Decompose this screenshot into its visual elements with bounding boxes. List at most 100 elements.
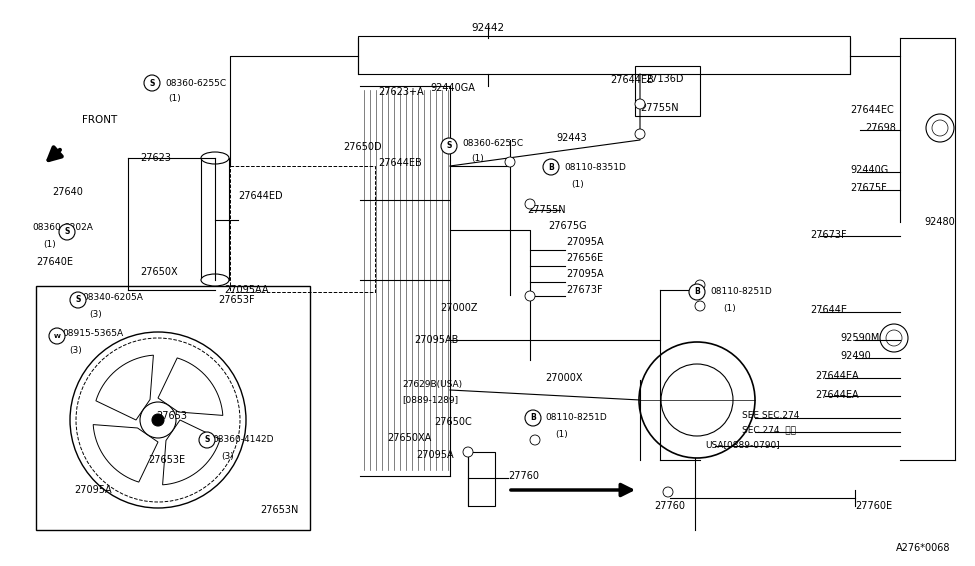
Circle shape: [152, 414, 164, 426]
Bar: [201, 158, 229, 280]
Text: 27656E: 27656E: [566, 253, 604, 263]
Circle shape: [530, 415, 540, 425]
Text: 27650XA: 27650XA: [387, 433, 431, 443]
Text: 08360-6255C: 08360-6255C: [462, 139, 524, 148]
Text: (1): (1): [723, 303, 736, 312]
Text: 27095A: 27095A: [566, 269, 604, 279]
Circle shape: [635, 99, 645, 109]
Text: 27653F: 27653F: [218, 295, 254, 305]
Text: 27760: 27760: [654, 501, 685, 511]
Text: 27095AB: 27095AB: [414, 335, 458, 345]
Text: W: W: [54, 333, 60, 338]
Text: 27629B(USA): 27629B(USA): [402, 379, 462, 388]
Text: (3): (3): [69, 345, 82, 354]
Text: 27755N: 27755N: [640, 103, 679, 113]
Text: 92442: 92442: [472, 23, 505, 33]
Text: S: S: [75, 295, 81, 305]
Text: (1): (1): [472, 155, 485, 164]
Text: 27760E: 27760E: [855, 501, 892, 511]
Text: 08915-5365A: 08915-5365A: [62, 329, 123, 338]
Circle shape: [926, 114, 954, 142]
Circle shape: [525, 291, 535, 301]
Text: 92590M: 92590M: [840, 333, 879, 343]
Circle shape: [635, 129, 645, 139]
Text: SEE SEC.274: SEE SEC.274: [742, 410, 800, 419]
Text: 08340-6205A: 08340-6205A: [82, 294, 143, 302]
Text: 92440GA: 92440GA: [430, 83, 475, 93]
Circle shape: [49, 328, 65, 344]
Bar: [230, 166, 375, 292]
Circle shape: [663, 487, 673, 497]
Text: 27136D: 27136D: [645, 74, 683, 84]
Circle shape: [639, 342, 755, 458]
Text: FRONT: FRONT: [82, 115, 117, 125]
Text: 27650C: 27650C: [434, 417, 472, 427]
Text: 27095AA: 27095AA: [224, 285, 268, 295]
Bar: [358, 36, 850, 74]
Text: 08360-6255C: 08360-6255C: [165, 79, 226, 88]
Circle shape: [199, 432, 215, 448]
Text: 92443: 92443: [556, 133, 587, 143]
Text: 92480: 92480: [924, 217, 955, 227]
Text: 27644EA: 27644EA: [815, 390, 859, 400]
Text: (3): (3): [221, 452, 234, 461]
Circle shape: [463, 447, 473, 457]
Circle shape: [689, 284, 705, 300]
Text: 92440G: 92440G: [850, 165, 888, 175]
Text: (1): (1): [571, 179, 584, 188]
Text: 27000X: 27000X: [545, 373, 582, 383]
Text: 08110-8251D: 08110-8251D: [545, 414, 606, 422]
Text: 27095A: 27095A: [566, 237, 604, 247]
Text: S: S: [447, 142, 451, 151]
Circle shape: [543, 159, 559, 175]
Text: B: B: [548, 162, 554, 171]
Text: 08360-6202A: 08360-6202A: [32, 224, 93, 233]
Polygon shape: [94, 424, 158, 482]
Text: (1): (1): [44, 239, 57, 248]
Text: [0889-1289]: [0889-1289]: [402, 396, 458, 405]
Text: 27653E: 27653E: [148, 455, 185, 465]
Bar: [36, 286, 310, 530]
Circle shape: [505, 157, 515, 167]
Text: 27675G: 27675G: [548, 221, 587, 231]
Text: 27673F: 27673F: [810, 230, 846, 240]
Text: 27650X: 27650X: [140, 267, 177, 277]
Text: 27653: 27653: [156, 411, 187, 421]
Text: S: S: [149, 79, 155, 88]
Text: 27644EC: 27644EC: [850, 105, 894, 115]
Text: 27755N: 27755N: [527, 205, 566, 215]
Text: A276*0068: A276*0068: [895, 543, 950, 553]
Polygon shape: [96, 355, 153, 420]
Text: 27000Z: 27000Z: [440, 303, 478, 313]
Text: 27623+A: 27623+A: [378, 87, 423, 97]
Circle shape: [695, 301, 705, 311]
Text: 08360-4142D: 08360-4142D: [212, 435, 274, 444]
Text: (3): (3): [90, 310, 102, 319]
Text: 92490: 92490: [840, 351, 871, 361]
Text: S: S: [205, 435, 210, 444]
Text: 27640: 27640: [52, 187, 83, 197]
Circle shape: [70, 292, 86, 308]
Text: SEC.274  参照: SEC.274 参照: [742, 426, 796, 435]
Circle shape: [144, 75, 160, 91]
Circle shape: [525, 199, 535, 209]
Text: 27650D: 27650D: [343, 142, 381, 152]
Text: 27623: 27623: [140, 153, 171, 163]
Text: 08110-8351D: 08110-8351D: [564, 164, 626, 173]
Circle shape: [530, 435, 540, 445]
Polygon shape: [163, 420, 220, 485]
Text: 27644EB: 27644EB: [378, 158, 422, 168]
Text: S: S: [64, 228, 69, 237]
Circle shape: [880, 324, 908, 352]
Text: 08110-8251D: 08110-8251D: [710, 288, 772, 297]
Bar: [635, 66, 700, 116]
Text: 27675F: 27675F: [850, 183, 886, 193]
Text: USA[0889-0790]: USA[0889-0790]: [705, 440, 780, 449]
Text: 27698: 27698: [865, 123, 896, 133]
Text: B: B: [530, 414, 536, 422]
Circle shape: [59, 224, 75, 240]
Circle shape: [932, 120, 948, 136]
Circle shape: [140, 402, 176, 438]
Circle shape: [886, 330, 902, 346]
Text: 27644EB: 27644EB: [610, 75, 654, 85]
